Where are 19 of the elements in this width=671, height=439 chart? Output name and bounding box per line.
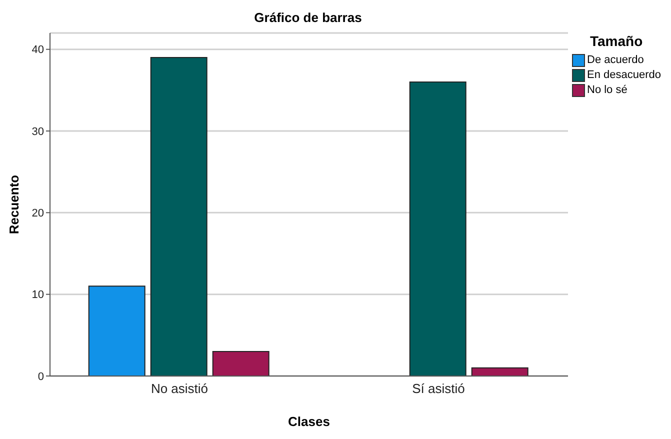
y-tick-label: 20 [32, 208, 44, 220]
y-tick-label: 0 [38, 370, 44, 383]
x-tick-label: No asistió [150, 381, 208, 396]
legend-label: En desacuerdo [586, 68, 662, 83]
bar [88, 286, 146, 376]
bar [409, 82, 466, 376]
legend-label: De acuerdo [586, 53, 645, 68]
y-axis-title: Recuento [6, 174, 22, 234]
legend-label: No lo sé [586, 83, 628, 98]
bar [212, 351, 270, 376]
x-tick-label: Sí asistió [412, 381, 465, 396]
bar [150, 57, 208, 376]
legend-title: Tamaño [589, 33, 644, 49]
y-tick-label: 30 [32, 126, 44, 138]
y-tick-label: 40 [32, 44, 44, 56]
chart-title: Gráfico de barras [253, 10, 363, 25]
y-tick-label: 10 [32, 289, 44, 302]
x-axis-title: Clases [288, 414, 330, 429]
bar [471, 367, 528, 376]
